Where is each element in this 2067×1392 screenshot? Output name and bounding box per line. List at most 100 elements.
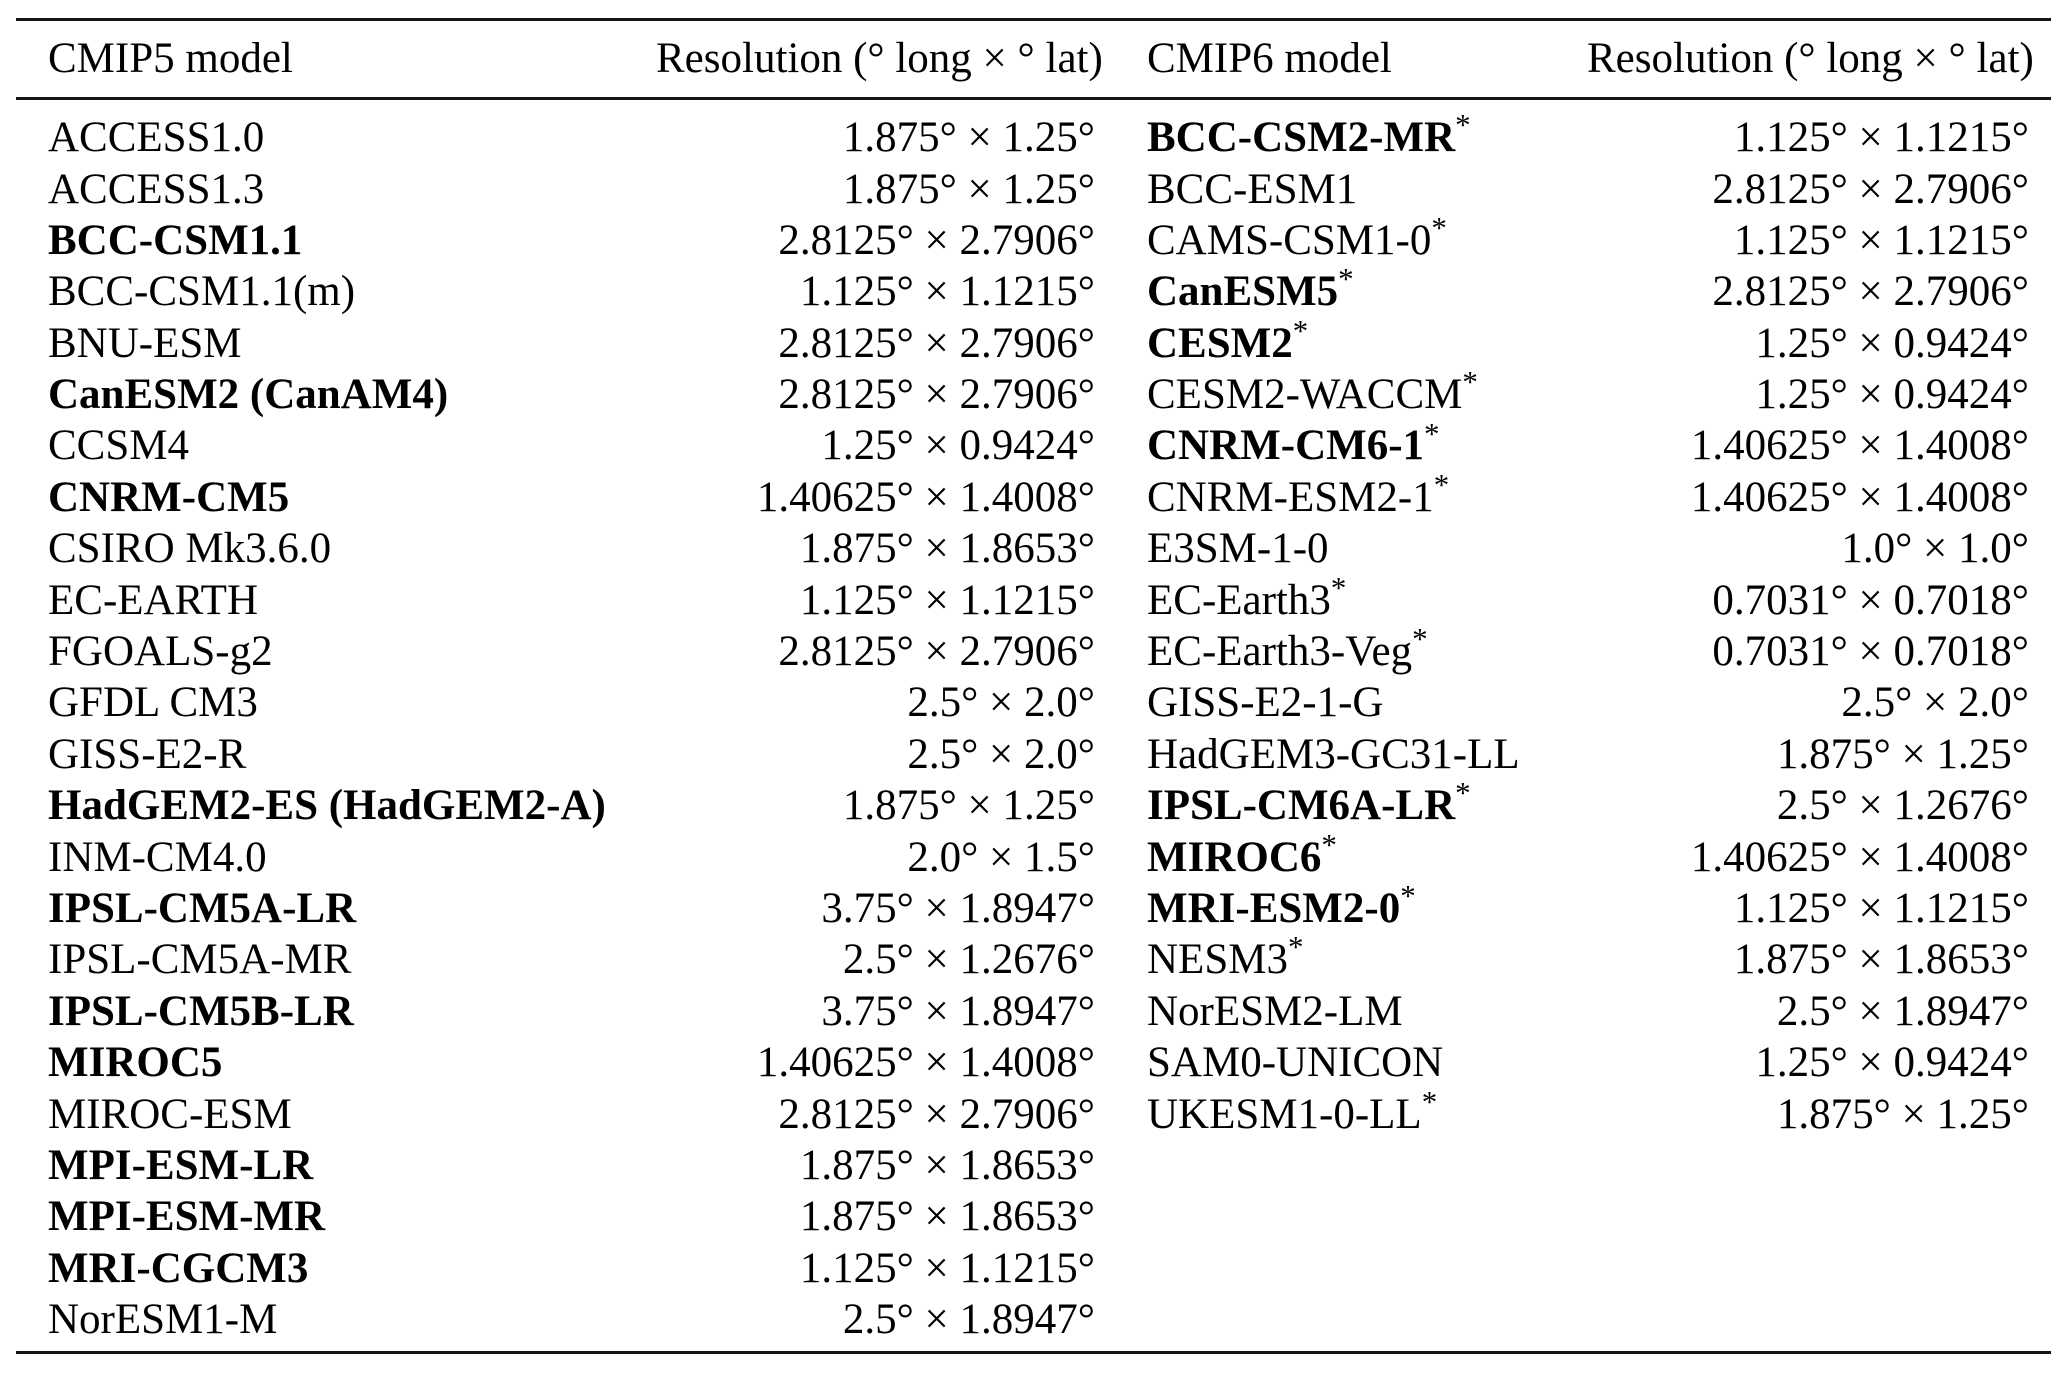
header-cmip5-resolution: Resolution (° long × ° lat) xyxy=(656,35,1103,83)
asterisk-marker: * xyxy=(1412,621,1428,657)
model-name: CNRM-ESM2-1 xyxy=(1147,473,1434,521)
cmip6-resolution-cell: 1.40625° × 1.4008° xyxy=(1690,833,2029,881)
header-cmip6-model: CMIP6 model xyxy=(1147,35,1392,83)
cmip6-resolution-cell: 2.8125° × 2.7906° xyxy=(1712,268,2029,316)
asterisk-marker: * xyxy=(1400,878,1416,914)
model-name: MRI-ESM2-0 xyxy=(1147,884,1401,932)
cmip5-resolution-cell: 1.875° × 1.25° xyxy=(842,114,1095,162)
model-name: CanESM2 (CanAM4) xyxy=(48,371,449,419)
cmip5-model-cell: FGOALS-g2 xyxy=(16,629,656,674)
cmip5-resolution-cell: 1.125° × 1.1215° xyxy=(799,576,1095,624)
cmip5-model-cell: IPSL-CM5A-MR xyxy=(16,937,656,982)
model-name: ACCESS1.0 xyxy=(48,114,265,162)
cmip6-model-cell: CAMS-CSM1-0* xyxy=(1147,212,1587,264)
cmip6-resolution-cell: 2.8125° × 2.7906° xyxy=(1712,165,2029,213)
model-name: E3SM-1-0 xyxy=(1147,525,1329,573)
cmip6-model-cell: EC-Earth3* xyxy=(1147,572,1587,624)
model-name: IPSL-CM6A-LR xyxy=(1147,782,1456,830)
cmip6-resolution-cell: 2.5° × 2.0° xyxy=(1841,679,2029,727)
cmip5-model-cell: GISS-E2-R xyxy=(16,732,656,777)
cmip5-resolution-cell: 1.875° × 1.8653° xyxy=(799,525,1095,573)
cmip6-model-cell: UKESM1-0-LL* xyxy=(1147,1086,1587,1137)
asterisk-marker: * xyxy=(1330,569,1347,605)
model-name: HadGEM2-ES (HadGEM2-A) xyxy=(48,782,606,830)
model-name: CCSM4 xyxy=(48,422,190,470)
table-row: MRI-CGCM3 1.125° × 1.1215° xyxy=(16,1243,2051,1294)
model-name: BNU-ESM xyxy=(48,319,242,367)
cmip6-model-cell: MIROC6* xyxy=(1147,829,1587,880)
cmip5-resolution-cell: 1.875° × 1.25° xyxy=(842,782,1095,830)
cmip6-model-cell: CESM2-WACCM* xyxy=(1147,366,1587,417)
cmip5-model-cell: MPI-ESM-MR xyxy=(16,1194,656,1239)
table-row: HadGEM2-ES (HadGEM2-A) 1.875° × 1.25° IPSL… xyxy=(16,777,2051,831)
cmip6-model-cell: HadGEM3-GC31-LL xyxy=(1147,732,1587,777)
cmip6-model-cell: EC-Earth3-Veg* xyxy=(1147,623,1587,674)
table-row: INM-CM4.0 2.0° × 1.5° MIROC6* 1.40625° × 1.… xyxy=(16,829,2051,882)
cmip6-resolution-cell: 0.7031° × 0.7018° xyxy=(1712,628,2029,676)
table-body: ACCESS1.0 1.875° × 1.25° BCC-CSM2-MR* 1.125… xyxy=(16,100,2051,1351)
cmip5-resolution-cell: 1.875° × 1.8653° xyxy=(799,1193,1095,1241)
cmip5-model-cell: NorESM1-M xyxy=(16,1297,656,1342)
cmip6-model-cell: BCC-CSM2-MR* xyxy=(1147,109,1587,162)
cmip6-model-cell: CESM2* xyxy=(1147,315,1587,366)
table-row: ACCESS1.3 1.875° × 1.25° BCC-ESM1 2.8125° ×… xyxy=(16,163,2051,214)
table-row: MIROC-ESM 2.8125° × 2.7906° UKESM1-0-LL* 1.… xyxy=(16,1086,2051,1139)
table-row: GISS-E2-R 2.5° × 2.0° HadGEM3-GC31-LL 1.875… xyxy=(16,729,2051,780)
cmip6-resolution-cell: 1.0° × 1.0° xyxy=(1841,525,2029,573)
model-name: BCC-ESM1 xyxy=(1147,165,1358,213)
model-name: ACCESS1.3 xyxy=(48,165,265,213)
model-name: MIROC-ESM xyxy=(48,1090,292,1138)
table-top-rule xyxy=(16,18,2051,21)
model-name: GFDL CM3 xyxy=(48,679,258,727)
cmip6-model-cell: CNRM-ESM2-1* xyxy=(1147,469,1587,521)
model-name: HadGEM3-GC31-LL xyxy=(1147,730,1520,778)
model-name: EC-Earth3 xyxy=(1147,576,1331,624)
cmip6-resolution-cell: 1.40625° × 1.4008° xyxy=(1690,422,2029,470)
cmip5-resolution-cell: 2.0° × 1.5° xyxy=(907,833,1095,881)
table-row: EC-EARTH 1.125° × 1.1215° EC-Earth3* 0.7031… xyxy=(16,572,2051,626)
table-row: CNRM-CM5 1.40625° × 1.4008° CNRM-ESM2-1* 1.… xyxy=(16,469,2051,523)
cmip5-model-cell: ACCESS1.3 xyxy=(16,165,656,213)
model-name: CNRM-CM5 xyxy=(48,473,290,521)
cmip5-resolution-cell: 1.40625° × 1.4008° xyxy=(756,1039,1095,1087)
model-name: CAMS-CSM1-0 xyxy=(1147,216,1432,264)
table-row: CCSM4 1.25° × 0.9424° CNRM-CM6-1* 1.40625° … xyxy=(16,418,2051,471)
model-name: NESM3 xyxy=(1147,936,1288,984)
table-row: IPSL-CM5A-MR 2.5° × 1.2676° NESM3* 1.875° ×… xyxy=(16,931,2051,985)
asterisk-marker: * xyxy=(1292,312,1309,348)
model-name: MPI-ESM-LR xyxy=(48,1141,314,1189)
cmip5-resolution-cell: 2.5° × 1.2676° xyxy=(842,936,1095,984)
cmip5-resolution-cell: 3.75° × 1.8947° xyxy=(821,987,1095,1035)
cmip6-model-cell: E3SM-1-0 xyxy=(1147,526,1587,571)
cmip5-resolution-cell: 2.8125° × 2.7906° xyxy=(778,628,1095,676)
cmip5-resolution-cell: 1.25° × 0.9424° xyxy=(821,422,1095,470)
cmip6-model-cell: CNRM-CM6-1* xyxy=(1147,418,1587,470)
model-name: GISS-E2-1-G xyxy=(1147,679,1384,727)
cmip6-model-cell: NESM3* xyxy=(1147,931,1587,984)
cmip6-resolution-cell: 1.25° × 0.9424° xyxy=(1755,319,2029,367)
cmip5-resolution-cell: 1.40625° × 1.4008° xyxy=(756,473,1095,521)
table-row: MPI-ESM-LR 1.875° × 1.8653° xyxy=(16,1140,2051,1191)
table-row: GFDL CM3 2.5° × 2.0° GISS-E2-1-G 2.5° × 2.0… xyxy=(16,677,2051,728)
model-name: CNRM-CM6-1 xyxy=(1147,422,1425,470)
table-row: BCC-CSM1.1 2.8125° × 2.7906° CAMS-CSM1-0* 1… xyxy=(16,212,2051,266)
cmip6-resolution-cell: 1.125° × 1.1215° xyxy=(1733,884,2029,932)
table-row: BNU-ESM 2.8125° × 2.7906° CESM2* 1.25° × 0.… xyxy=(16,315,2051,369)
table-row: NorESM1-M 2.5° × 1.8947° xyxy=(16,1294,2051,1345)
cmip5-model-cell: HadGEM2-ES (HadGEM2-A) xyxy=(16,783,656,828)
cmip6-resolution-cell: 0.7031° × 0.7018° xyxy=(1712,576,2029,624)
cmip6-resolution-cell: 1.875° × 1.8653° xyxy=(1733,936,2029,984)
cmip6-resolution-cell: 2.5° × 1.8947° xyxy=(1776,987,2029,1035)
header-cmip5-model: CMIP5 model xyxy=(48,35,293,83)
cmip5-resolution-cell: 1.125° × 1.1215° xyxy=(799,1244,1095,1292)
cmip5-model-cell: GFDL CM3 xyxy=(16,680,656,725)
model-name: CanESM5 xyxy=(1147,268,1339,316)
table-row: IPSL-CM5B-LR 3.75° × 1.8947° NorESM2-LM 2.5… xyxy=(16,986,2051,1037)
cmip6-resolution-cell: 1.25° × 0.9424° xyxy=(1755,371,2029,419)
cmip6-model-cell: CanESM5* xyxy=(1147,263,1587,316)
model-name: FGOALS-g2 xyxy=(48,628,273,676)
model-name: BCC-CSM2-MR xyxy=(1147,114,1456,162)
cmip5-resolution-cell: 2.8125° × 2.7906° xyxy=(778,319,1095,367)
table-row: FGOALS-g2 2.8125° × 2.7906° EC-Earth3-Veg*… xyxy=(16,623,2051,677)
table-header-row: CMIP5 model Resolution (° long × ° lat) … xyxy=(16,21,2051,97)
